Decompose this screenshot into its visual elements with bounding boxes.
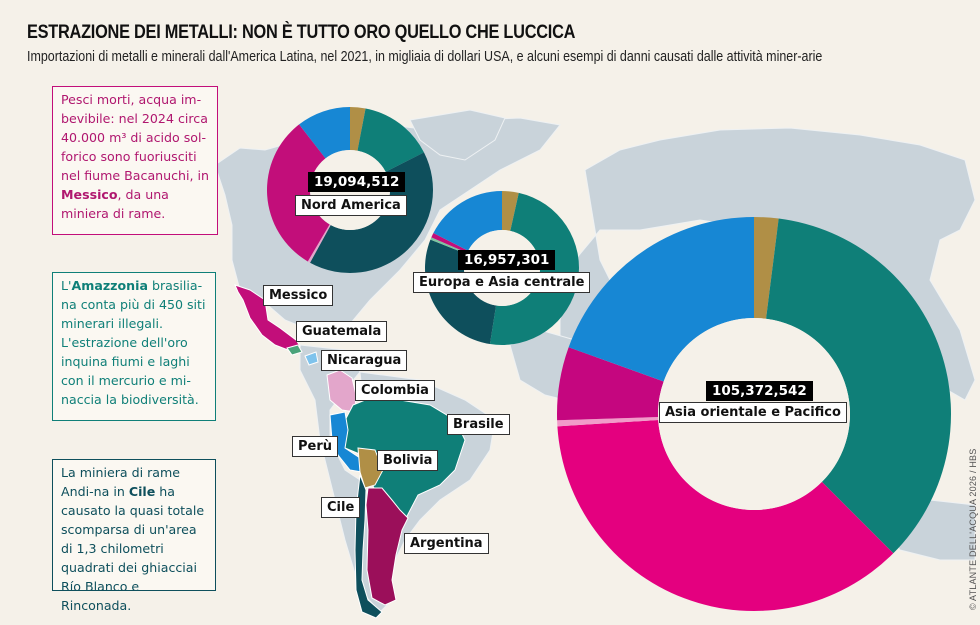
donut-segment-colombia xyxy=(557,417,659,427)
country-label-bolivia: Bolivia xyxy=(377,450,439,471)
donut-segment-bolivia xyxy=(754,217,779,319)
note-cile-highlight: Cile xyxy=(128,484,156,499)
chart-title: ESTRAZIONE DEI METALLI: NON È TUTTO ORO … xyxy=(27,22,576,43)
note-brasile: L'Amazzonia brasilia-na conta più di 450… xyxy=(52,272,216,421)
donut-segment-bolivia xyxy=(502,191,519,231)
donut-segment-per xyxy=(299,107,350,159)
country-bolivia xyxy=(357,447,384,489)
donut-segment-messico xyxy=(266,124,330,262)
region-label-asia-orientale-pacifico: Asia orientale e Pacifico xyxy=(659,402,847,423)
chart-subtitle: Importazioni di metalli e minerali dall'… xyxy=(27,49,823,65)
total-asia-orientale-pacifico: 105,372,542 xyxy=(706,381,813,401)
donut-segment-per xyxy=(433,191,502,251)
donut-segment-guatemala xyxy=(430,237,468,255)
region-label-nord-america: Nord America xyxy=(295,195,407,216)
credit-text: © ATLANTE DELL'ACQUA 2026 / HBS xyxy=(968,448,978,610)
country-label-peru: Perù xyxy=(292,436,339,457)
note-cile: La miniera di rame Andi-na in Cile ha ca… xyxy=(52,459,216,613)
donut-segment-cile xyxy=(557,420,894,611)
note-brasile-highlight: Amazzonia xyxy=(71,278,148,293)
donut-segment-per xyxy=(568,217,754,382)
country-cile xyxy=(354,474,383,619)
donut-segment-messico xyxy=(431,233,469,253)
country-nicaragua xyxy=(304,351,319,366)
region-label-europa-asia-centrale: Europa e Asia centrale xyxy=(413,272,591,293)
donut-segment-brasile xyxy=(489,192,579,345)
country-label-messico: Messico xyxy=(263,285,334,306)
country-guatemala xyxy=(286,344,303,356)
donut-segment-argentina xyxy=(557,347,664,421)
country-label-cile: Cile xyxy=(321,497,361,518)
note-messico: Pesci morti, acqua im-bevibile: nel 2024… xyxy=(52,86,218,235)
note-messico-highlight: Messico xyxy=(61,187,118,202)
donut-segment-bolivia xyxy=(350,107,366,151)
country-label-argentina: Argentina xyxy=(404,533,489,554)
donut-segment-brasile xyxy=(357,108,424,172)
country-label-nicaragua: Nicaragua xyxy=(321,350,408,371)
total-nord-america: 19,094,512 xyxy=(308,172,406,192)
donut-segment-brasile xyxy=(766,218,951,554)
country-label-colombia: Colombia xyxy=(355,380,435,401)
country-argentina xyxy=(365,487,409,606)
country-label-guatemala: Guatemala xyxy=(296,321,388,342)
total-europa-asia-centrale: 16,957,301 xyxy=(458,250,556,270)
donut-segment-colombia xyxy=(307,224,331,263)
country-label-brasile: Brasile xyxy=(447,414,510,435)
